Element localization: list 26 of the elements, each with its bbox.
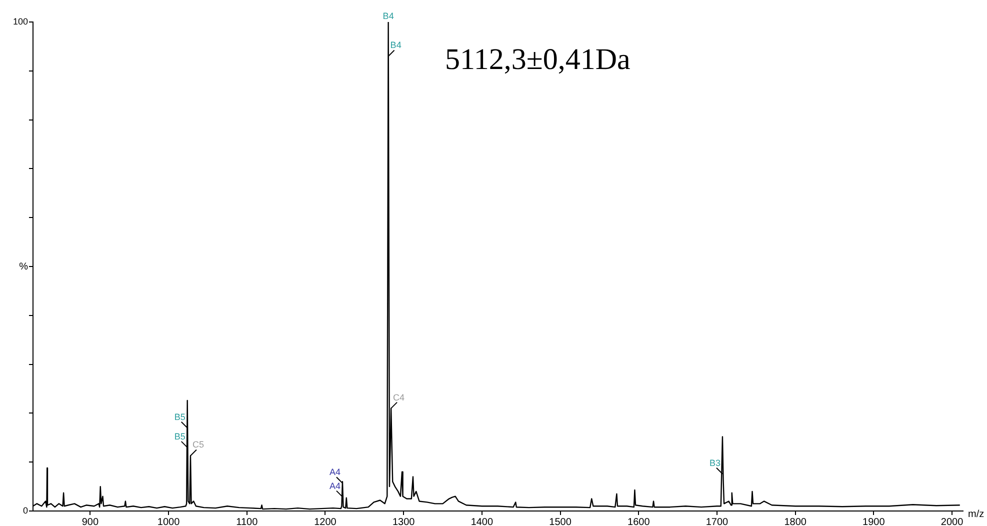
annotation: A4	[329, 467, 340, 478]
x-tick-label: 1600	[628, 516, 650, 526]
y-tick-label: 0	[22, 505, 28, 516]
annotation: 5112,3±0,41Da	[445, 43, 630, 76]
y-tick-label: 100	[12, 16, 28, 26]
annotation: B5	[174, 412, 186, 422]
x-axis-title: m/z	[968, 508, 984, 520]
x-tick-label: 1900	[862, 516, 886, 526]
annotation: C4	[393, 392, 405, 402]
x-tick-label: 2000	[940, 516, 964, 526]
annotation: B4	[390, 40, 402, 50]
annotation: B4	[382, 11, 394, 21]
annotation: C5	[192, 440, 204, 450]
y-axis-title: %	[19, 261, 28, 272]
annotation: B5	[174, 431, 186, 442]
x-tick-label: 1200	[314, 516, 337, 526]
x-tick-label: 1400	[470, 516, 494, 526]
x-tick-label: 1800	[784, 516, 807, 526]
annotation: A4	[329, 480, 340, 491]
x-tick-label: 1000	[157, 516, 180, 526]
x-tick-label: 1500	[549, 516, 572, 526]
x-tick-label: 1100	[236, 516, 258, 526]
x-tick-label: 900	[82, 516, 99, 526]
x-tick-label: 1300	[392, 516, 416, 526]
x-tick-label: 1700	[706, 516, 729, 526]
annotation: B3	[709, 458, 720, 468]
